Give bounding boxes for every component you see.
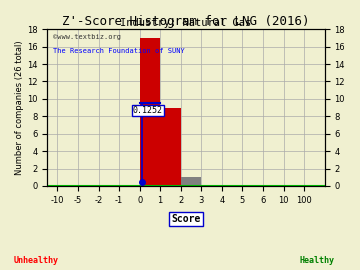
Text: ©www.textbiz.org: ©www.textbiz.org [53,34,121,40]
Text: Healthy: Healthy [299,256,334,265]
Text: Score: Score [171,214,201,224]
Bar [160,107,181,186]
Text: Unhealthy: Unhealthy [14,256,58,265]
Text: The Research Foundation of SUNY: The Research Foundation of SUNY [53,48,184,54]
Bar [181,177,201,186]
Text: 0.1252: 0.1252 [133,106,163,115]
Y-axis label: Number of companies (26 total): Number of companies (26 total) [15,40,24,175]
Text: Industry: Natural Gas: Industry: Natural Gas [120,18,252,28]
Bar [140,38,160,186]
Title: Z'-Score Histogram for LNG (2016): Z'-Score Histogram for LNG (2016) [62,15,310,28]
